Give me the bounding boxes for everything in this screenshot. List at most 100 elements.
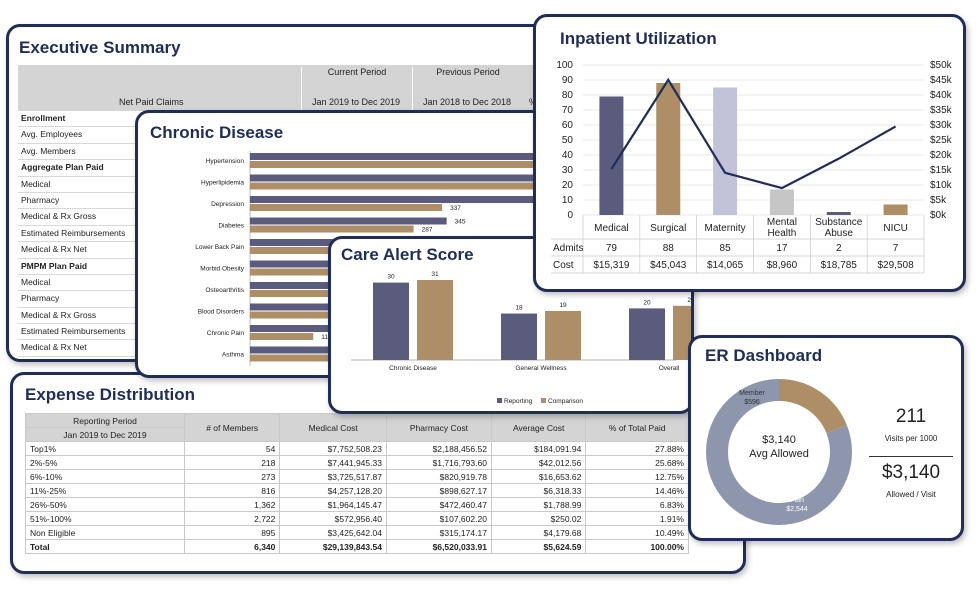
- table-cell: $107,602.20: [385, 511, 492, 526]
- chronic-bar: [250, 354, 341, 362]
- table-cell: 10.49%: [585, 525, 689, 540]
- table-cell: 2,722: [183, 511, 281, 526]
- table-cell: $184,091.94: [490, 441, 587, 456]
- exec-row-label: Avg. Employees: [18, 127, 148, 144]
- chronic-bar: [250, 161, 608, 168]
- chronic-bar: [250, 346, 339, 354]
- legend-swatch-reporting: [497, 398, 502, 403]
- table-row: 51%-100% 2,722 $572,956.40 $107,602.20 $250.…: [25, 511, 689, 526]
- table-cell: $3,425,642.04: [279, 525, 387, 540]
- category-label: Maternity: [705, 223, 746, 234]
- category-label: Abuse: [825, 228, 854, 239]
- exec-header-current: Current Period: [301, 67, 412, 111]
- table-cell: 1,362: [183, 497, 281, 512]
- table-cell: $5,624.59: [490, 539, 587, 554]
- table-cell: 816: [183, 483, 281, 498]
- admits-bar: [769, 189, 794, 215]
- chronic-value-label: 111: [321, 334, 331, 341]
- table-cell: 11%-25%: [25, 483, 185, 498]
- chronic-bar: [250, 333, 314, 340]
- chronic-bar: [250, 247, 400, 254]
- er-allowed-label: Allowed / Visit: [886, 490, 936, 499]
- chronic-bar: [250, 204, 443, 211]
- table-row: 11%-25% 816 $4,257,128.20 $898,627.17 $6,318…: [25, 483, 689, 498]
- exec-header-previous: Previous Period: [412, 67, 523, 111]
- chronic-disease-title: Chronic Disease: [150, 123, 284, 142]
- table-cell: $315,174.17: [385, 525, 492, 540]
- chronic-bar: [250, 196, 589, 203]
- cost-value: $8,960: [767, 260, 798, 271]
- exec-row-label: Avg. Members: [18, 144, 148, 161]
- exec-row-label: Pharmacy: [18, 193, 148, 210]
- chronic-bar: [250, 303, 403, 311]
- table-cell: $250.02: [490, 511, 587, 526]
- chronic-value-label: 337: [450, 205, 461, 212]
- table-cell: 100.00%: [585, 539, 689, 554]
- inpatient-title: Inpatient Utilization: [560, 29, 717, 48]
- chronic-bar: [250, 174, 608, 182]
- category-label: Substance: [815, 217, 863, 228]
- table-cell: 6%-10%: [25, 469, 185, 484]
- chronic-category-label: Hypertension: [206, 158, 245, 165]
- category-label: Surgical: [650, 223, 686, 234]
- er-center-label: Avg Allowed: [749, 448, 809, 460]
- table-cell: 27.88%: [585, 441, 689, 456]
- table-cell: 25.68%: [585, 455, 689, 470]
- chronic-bar: [250, 182, 549, 190]
- table-cell: 895: [183, 525, 281, 540]
- category-label: Medical: [594, 223, 628, 234]
- table-cell: 14.46%: [585, 483, 689, 498]
- expense-col-average: Average Cost: [490, 413, 587, 442]
- exec-header-block: [18, 65, 569, 111]
- executive-summary-title: Executive Summary: [19, 38, 181, 57]
- exec-row-label: Medical & Rx Net: [18, 242, 148, 259]
- care-category-label: Overall: [659, 365, 680, 372]
- category-label: Health: [767, 228, 796, 239]
- table-cell: 2%-5%: [25, 455, 185, 470]
- care-value-label: 20: [643, 299, 651, 306]
- table-cell: $898,627.17: [385, 483, 492, 498]
- table-cell: $7,441,945.33: [279, 455, 387, 470]
- admits-bar: [826, 212, 851, 215]
- table-cell: $472,460.47: [385, 497, 492, 512]
- care-value-label: 31: [431, 271, 439, 278]
- y2-tick-label: $45k: [930, 75, 953, 86]
- slice-value: $2,544: [786, 506, 808, 513]
- table-cell: $4,257,128.20: [279, 483, 387, 498]
- care-bar: [673, 305, 691, 360]
- cost-value: $45,043: [650, 260, 687, 271]
- y-tick-label: 100: [556, 60, 573, 71]
- care-value-label: 19: [559, 302, 567, 309]
- table-row: 6%-10% 273 $3,725,517.87 $820,919.78 $16,653…: [25, 469, 689, 484]
- expense-col-pharmacy: Pharmacy Cost: [385, 413, 492, 442]
- cost-value: $29,508: [878, 260, 915, 271]
- expense-distribution-title: Expense Distribution: [25, 385, 196, 404]
- slice-value: $596: [744, 399, 760, 406]
- table-cell: $29,139,843.54: [279, 539, 387, 554]
- table-cell: 218: [183, 455, 281, 470]
- table-cell: $3,725,517.87: [279, 469, 387, 484]
- exec-header-net-paid: Net Paid Claims: [119, 97, 184, 107]
- legend-label: Comparison: [548, 398, 583, 405]
- legend-swatch-comparison: [541, 398, 546, 403]
- table-cell: $820,919.78: [385, 469, 492, 484]
- table-cell: $1,716,793.60: [385, 455, 492, 470]
- exec-row-label: Medical & Rx Gross: [18, 209, 148, 226]
- care-alert-chart: 30 31 Chronic Disease 18 19 General Wellness 2…: [351, 271, 691, 405]
- table-row-label: Cost: [553, 260, 574, 271]
- y2-tick-label: $25k: [930, 135, 953, 146]
- y2-tick-label: $30k: [930, 120, 953, 131]
- table-cell: Total: [25, 539, 185, 554]
- er-divider: [869, 456, 953, 457]
- table-cell: $1,788.99: [490, 497, 587, 512]
- exec-row-label: Medical: [18, 177, 148, 193]
- expense-col-pct: % of Total Paid: [585, 413, 689, 442]
- er-donut-chart: Member $596 Plan $2,544: [706, 379, 852, 525]
- table-row: Non Eligible 895 $3,425,642.04 $315,174.17 $…: [25, 525, 689, 540]
- table-cell: 273: [183, 469, 281, 484]
- y2-tick-label: $20k: [930, 150, 953, 161]
- exec-period-previous: Jan 2018 to Dec 2018: [422, 97, 512, 107]
- table-cell: $4,179.68: [490, 525, 587, 540]
- table-cell: Non Eligible: [25, 525, 185, 540]
